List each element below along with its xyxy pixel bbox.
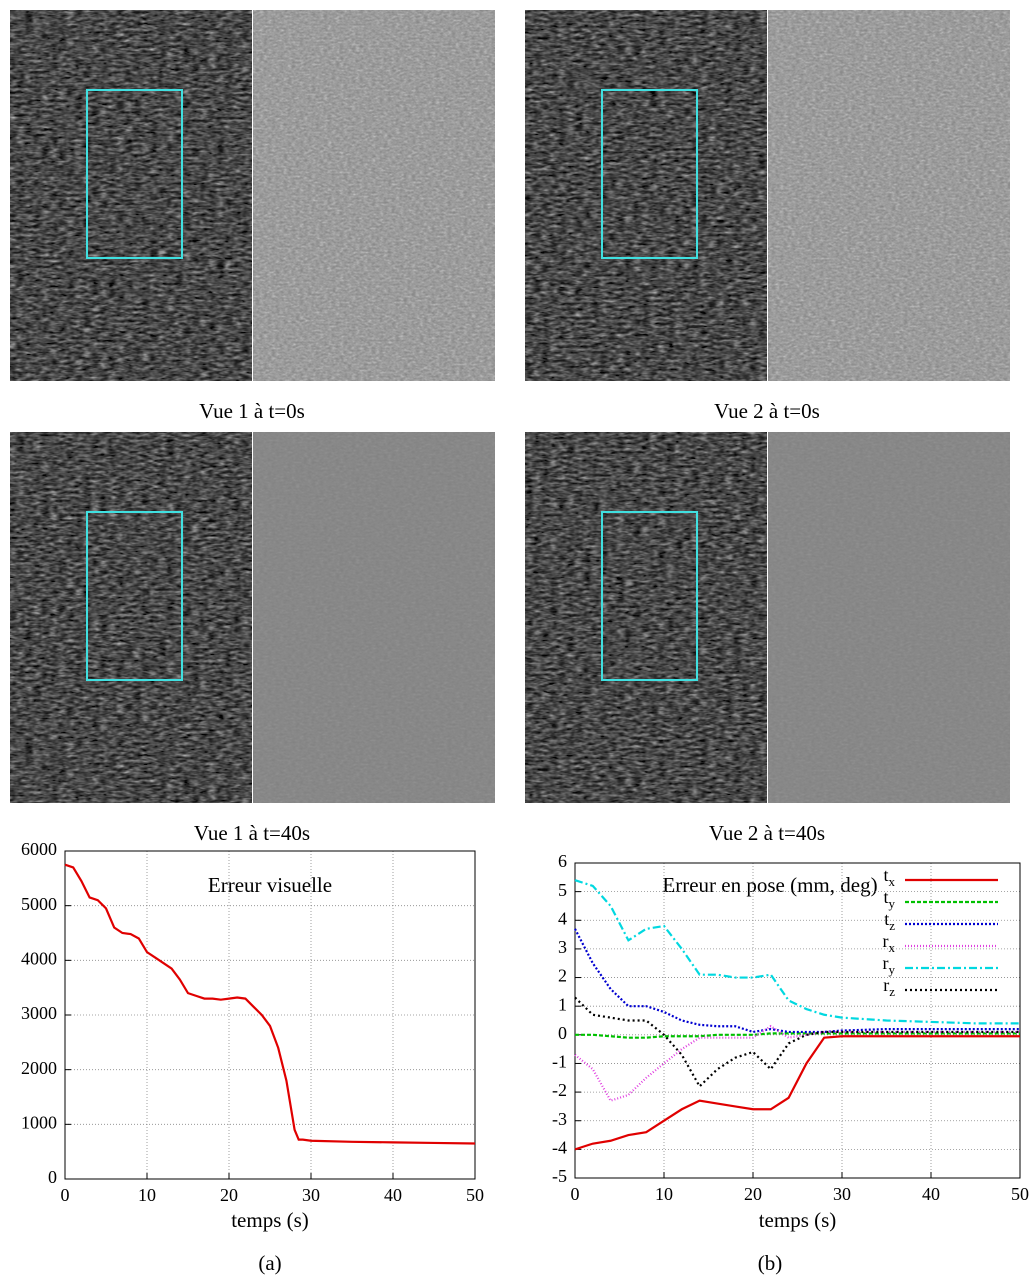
region-of-interest — [601, 511, 698, 681]
x-tick-label: 40 — [922, 1184, 940, 1204]
y-tick-label: -5 — [552, 1166, 567, 1186]
panel-caption: Vue 2 à t=0s — [714, 399, 820, 423]
x-tick-label: 50 — [466, 1185, 484, 1205]
difference-texture — [253, 432, 495, 803]
ultrasound-fan — [525, 432, 767, 803]
ultrasound-fan — [10, 432, 252, 803]
y-tick-label: 5000 — [21, 894, 57, 914]
image-panel — [10, 432, 495, 803]
chart-title: Erreur en pose (mm, deg) — [662, 873, 877, 897]
ultrasound-fan — [10, 10, 252, 381]
data-line — [574, 1024, 1020, 1103]
legend-label: tz — [884, 909, 895, 933]
region-of-interest — [86, 89, 183, 259]
x-axis-label: temps (s) — [759, 1208, 837, 1232]
x-tick-label: 10 — [655, 1184, 673, 1204]
region-of-interest — [601, 89, 698, 259]
y-tick-label: -2 — [552, 1080, 567, 1100]
plot-frame — [64, 850, 476, 1180]
ultrasound-fan — [525, 10, 767, 381]
x-tick-label: 10 — [138, 1185, 156, 1205]
y-tick-label: 2 — [558, 966, 567, 986]
x-tick-label: 20 — [220, 1185, 238, 1205]
y-tick-label: 3000 — [21, 1003, 57, 1023]
x-tick-label: 30 — [302, 1185, 320, 1205]
legend-label: rz — [883, 975, 895, 999]
data-line — [575, 1032, 1020, 1039]
y-tick-label: -3 — [552, 1109, 567, 1129]
legend-label: rx — [883, 931, 896, 955]
legend-label: ry — [883, 953, 896, 977]
y-tick-label: 0 — [48, 1167, 57, 1187]
y-tick-label: -1 — [552, 1052, 567, 1072]
data-line — [574, 879, 1020, 1025]
image-panel — [525, 10, 1010, 381]
plot-frame — [574, 862, 1021, 1179]
y-tick-label: 0 — [558, 1023, 567, 1043]
x-tick-label: 50 — [1011, 1184, 1029, 1204]
panel-caption: Vue 2 à t=40s — [709, 821, 825, 845]
panel-caption: Vue 1 à t=40s — [194, 821, 310, 845]
x-tick-label: 0 — [571, 1184, 580, 1204]
y-tick-label: 1000 — [21, 1112, 57, 1132]
data-line — [574, 996, 1020, 1089]
data-line — [574, 1035, 1020, 1151]
chart-caption: (b) — [758, 1251, 783, 1275]
y-tick-label: 5 — [558, 880, 567, 900]
y-tick-label: 3 — [558, 937, 567, 957]
panel-caption: Vue 1 à t=0s — [199, 399, 305, 423]
data-line — [574, 928, 1020, 1034]
difference-texture — [253, 10, 495, 381]
y-tick-label: -4 — [552, 1137, 567, 1157]
x-tick-label: 40 — [384, 1185, 402, 1205]
image-panel — [10, 10, 495, 381]
chart-caption: (a) — [258, 1251, 281, 1275]
y-tick-label: 4 — [558, 908, 567, 928]
data-line — [64, 863, 476, 1145]
x-tick-label: 30 — [833, 1184, 851, 1204]
x-axis-label: temps (s) — [231, 1208, 309, 1232]
difference-texture — [768, 432, 1010, 803]
legend-label: tx — [883, 865, 895, 889]
x-tick-label: 20 — [744, 1184, 762, 1204]
x-tick-label: 0 — [61, 1185, 70, 1205]
y-tick-label: 4000 — [21, 948, 57, 968]
y-tick-label: 6 — [558, 851, 567, 871]
chart-title: Erreur visuelle — [208, 873, 332, 897]
region-of-interest — [86, 511, 183, 681]
legend-label: ty — [883, 887, 895, 911]
y-tick-label: 1 — [558, 994, 567, 1014]
y-tick-label: 2000 — [21, 1058, 57, 1078]
y-tick-label: 6000 — [21, 839, 57, 859]
image-panel — [525, 432, 1010, 803]
difference-texture — [768, 10, 1010, 381]
